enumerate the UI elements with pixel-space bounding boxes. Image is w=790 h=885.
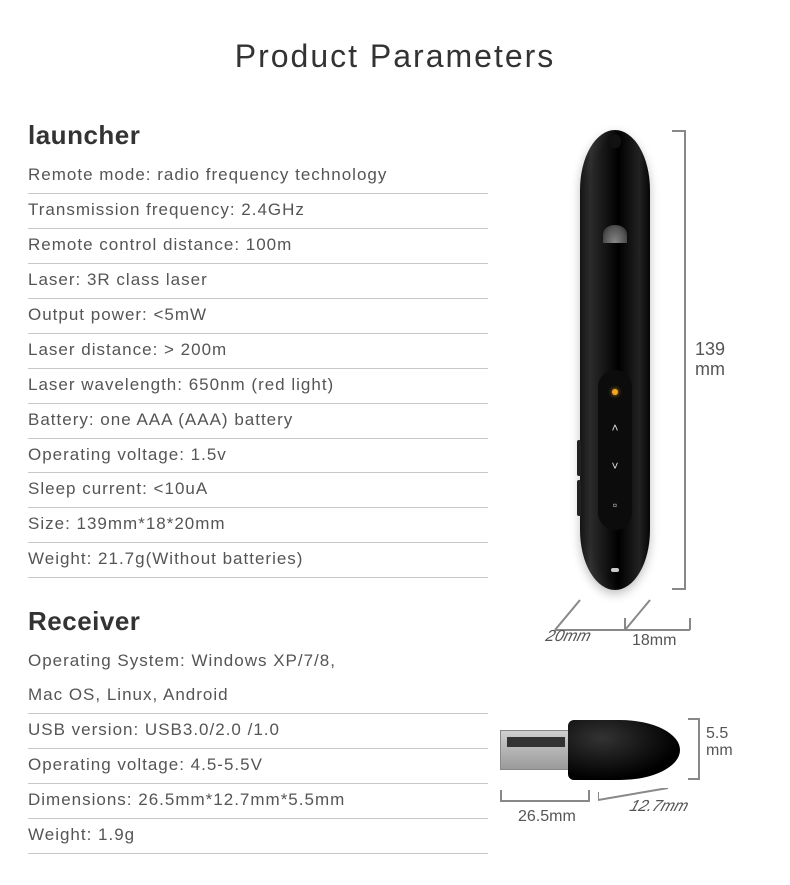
specs-column: launcher Remote mode: radio frequency te…	[28, 120, 488, 854]
width-dimension-label: 18mm	[632, 632, 676, 650]
launcher-heading: launcher	[28, 120, 488, 151]
spec-row: Laser distance: > 200m	[28, 334, 488, 369]
depth-dimension-label: 20mm	[544, 628, 593, 646]
spec-row: Sleep current: <10uA	[28, 473, 488, 508]
usb-plug-icon	[500, 730, 570, 770]
spec-row: Transmission frequency: 2.4GHz	[28, 194, 488, 229]
brand-logo-icon	[603, 225, 627, 243]
control-panel: ˄ ˅ ▫	[598, 370, 632, 530]
receiver-heading: Receiver	[28, 606, 488, 637]
spec-row: Mac OS, Linux, Android	[28, 679, 488, 714]
side-button-icon	[577, 480, 581, 516]
usb-width-label: 26.5mm	[518, 808, 576, 826]
spec-row: Weight: 21.7g(Without batteries)	[28, 543, 488, 578]
height-dimension-label: 139 mm	[695, 340, 725, 380]
usb-height-label: 5.5 mm	[706, 726, 733, 760]
usb-width-bracket	[500, 790, 590, 802]
down-arrow-icon: ˅	[611, 460, 618, 472]
usb-height-bracket	[688, 718, 700, 780]
indicator-led-icon	[611, 568, 619, 572]
spec-row: Remote control distance: 100m	[28, 229, 488, 264]
side-button-icon	[577, 440, 581, 476]
dim-value: 139	[695, 339, 725, 359]
spec-row: Dimensions: 26.5mm*12.7mm*5.5mm	[28, 784, 488, 819]
spec-row: Weight: 1.9g	[28, 819, 488, 854]
usb-receiver-illustration: 5.5 mm 26.5mm 12.7mm	[490, 690, 770, 860]
spec-row: Battery: one AAA (AAA) battery	[28, 404, 488, 439]
spec-row: Laser: 3R class laser	[28, 264, 488, 299]
spec-row: Remote mode: radio frequency technology	[28, 159, 488, 194]
spec-row: Operating System: Windows XP/7/8,	[28, 645, 488, 679]
page-title: Product Parameters	[0, 0, 790, 95]
spec-row: Operating voltage: 1.5v	[28, 439, 488, 474]
spec-row: Output power: <5mW	[28, 299, 488, 334]
dim-unit: mm	[695, 359, 725, 379]
laser-tip-icon	[609, 134, 621, 148]
dim-value: 5.5	[706, 725, 728, 742]
height-dimension-bracket	[672, 130, 686, 590]
spec-row: Laser wavelength: 650nm (red light)	[28, 369, 488, 404]
spec-row: Size: 139mm*18*20mm	[28, 508, 488, 543]
dim-unit: mm	[706, 742, 733, 759]
stop-icon: ▫	[613, 499, 617, 511]
product-illustration: ˄ ˅ ▫ 139 mm 20mm 18mm	[520, 130, 770, 650]
laser-button-icon	[612, 389, 618, 395]
spec-row: USB version: USB3.0/2.0 /1.0	[28, 714, 488, 749]
base-dimensions: 20mm 18mm	[550, 590, 710, 660]
presenter-device: ˄ ˅ ▫	[580, 130, 650, 590]
spec-row: Operating voltage: 4.5-5.5V	[28, 749, 488, 784]
usb-depth-label: 12.7mm	[627, 798, 691, 816]
usb-body-icon	[568, 720, 680, 780]
up-arrow-icon: ˄	[611, 422, 618, 434]
usb-receiver-device	[500, 720, 680, 780]
